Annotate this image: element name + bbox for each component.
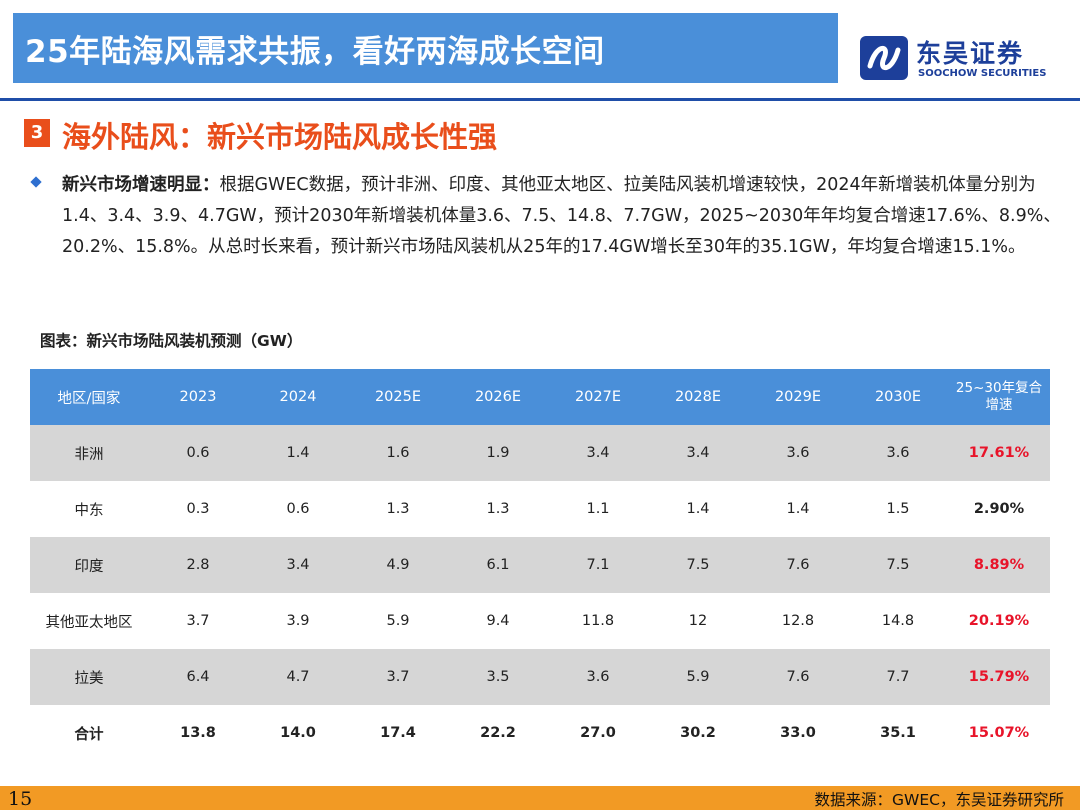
- value-cell: 7.5: [648, 537, 748, 593]
- value-cell: 14.0: [280, 725, 316, 741]
- value-cell: 1.4: [686, 501, 710, 517]
- value-cell: 0.3: [186, 501, 210, 517]
- value-cell: 1.1: [586, 501, 610, 517]
- header-cell: 2028E: [648, 369, 748, 425]
- company-logo: 东吴证券 SOOCHOW SECURITIES: [860, 32, 1060, 84]
- header-divider: [0, 98, 1080, 101]
- region-cell: 非洲: [30, 425, 148, 481]
- region-cell: 拉美: [30, 649, 148, 705]
- value-cell: 17.4: [380, 725, 416, 741]
- value-cell: 11.8: [581, 613, 615, 629]
- value-cell: 7.5: [848, 537, 948, 593]
- value-cell: 1.4: [786, 501, 810, 517]
- header-cell: 2029E: [748, 369, 848, 425]
- data-source: 数据来源：GWEC，东吴证券研究所: [814, 791, 1064, 809]
- section-title: 海外陆风：新兴市场陆风成长性强: [62, 120, 498, 154]
- region-cell: 印度: [30, 537, 148, 593]
- value-cell: 7.6: [748, 649, 848, 705]
- value-cell: 12: [688, 613, 708, 629]
- value-cell: 1.6: [348, 425, 448, 481]
- value-cell: 35.1: [880, 725, 916, 741]
- value-cell: 3.4: [548, 425, 648, 481]
- value-cell: 0.6: [286, 501, 310, 517]
- value-cell: 0.6: [148, 425, 248, 481]
- value-cell: 3.9: [286, 613, 310, 629]
- forecast-table: 地区/国家 2023 2024 2025E 2026E 2027E 2028E …: [30, 369, 1050, 761]
- logo-text-en: SOOCHOW SECURITIES: [918, 68, 1047, 79]
- value-cell: 14.8: [881, 613, 915, 629]
- value-cell: 33.0: [780, 725, 816, 741]
- table-row: 中东 0.3 0.6 1.3 1.3 1.1 1.4 1.4 1.5 2.90%: [30, 481, 1050, 537]
- summary-paragraph: 新兴市场增速明显：根据GWEC数据，预计非洲、印度、其他亚太地区、拉美陆风装机增…: [62, 170, 1062, 263]
- value-cell: 1.9: [448, 425, 548, 481]
- cagr-cell: 17.61%: [948, 425, 1050, 481]
- table-caption: 图表：新兴市场陆风装机预测（GW）: [40, 332, 303, 350]
- table-header-row: 地区/国家 2023 2024 2025E 2026E 2027E 2028E …: [30, 369, 1050, 425]
- value-cell: 1.3: [386, 501, 410, 517]
- value-cell: 1.3: [486, 501, 510, 517]
- value-cell: 7.1: [548, 537, 648, 593]
- value-cell: 4.9: [348, 537, 448, 593]
- cagr-header-line1: 25~30年复合: [955, 380, 1043, 396]
- cagr-cell: 15.07%: [968, 725, 1030, 741]
- value-cell: 27.0: [580, 725, 616, 741]
- cagr-cell: 20.19%: [968, 613, 1030, 629]
- cagr-header-line2: 增速: [985, 397, 1013, 413]
- table-row: 合计 13.8 14.0 17.4 22.2 27.0 30.2 33.0 35.1 15.07%: [30, 705, 1050, 761]
- logo-text-cn: 东吴证券: [916, 39, 1025, 68]
- header-cell: 2030E: [848, 369, 948, 425]
- header-cell: 2024: [248, 369, 348, 425]
- region-cell: 中东: [74, 502, 104, 519]
- paragraph-body: 根据GWEC数据，预计非洲、印度、其他亚太地区、拉美陆风装机增速较快，2024年…: [62, 175, 1061, 257]
- diamond-bullet-icon: [30, 176, 42, 188]
- header-cell: 2027E: [548, 369, 648, 425]
- region-cell: 其他亚太地区: [45, 614, 133, 631]
- page-title: 25年陆海风需求共振，看好两海成长空间: [25, 34, 605, 70]
- value-cell: 1.4: [248, 425, 348, 481]
- cagr-cell: 15.79%: [948, 649, 1050, 705]
- cagr-cell: 8.89%: [948, 537, 1050, 593]
- value-cell: 9.4: [486, 613, 510, 629]
- footer-bar: 15 数据来源：GWEC，东吴证券研究所: [0, 786, 1080, 810]
- value-cell: 4.7: [248, 649, 348, 705]
- value-cell: 3.6: [748, 425, 848, 481]
- value-cell: 30.2: [680, 725, 716, 741]
- header-cell: 地区/国家: [30, 369, 148, 425]
- header-cell: 2025E: [348, 369, 448, 425]
- table-row: 其他亚太地区 3.7 3.9 5.9 9.4 11.8 12 12.8 14.8 20.19%: [30, 593, 1050, 649]
- table-body: 非洲 0.6 1.4 1.6 1.9 3.4 3.4 3.6 3.6 17.61% 中东 0.3 0.6…: [30, 425, 1050, 761]
- value-cell: 3.6: [848, 425, 948, 481]
- page-number: 15: [8, 788, 33, 810]
- value-cell: 5.9: [386, 613, 410, 629]
- value-cell: 6.1: [448, 537, 548, 593]
- soochow-logo-icon: [860, 36, 908, 80]
- value-cell: 2.8: [148, 537, 248, 593]
- value-cell: 1.5: [886, 501, 910, 517]
- table-row: 非洲 0.6 1.4 1.6 1.9 3.4 3.4 3.6 3.6 17.61%: [30, 425, 1050, 481]
- cagr-cell: 2.90%: [973, 501, 1025, 517]
- header-cell-cagr: 25~30年复合 增速: [948, 369, 1050, 425]
- value-cell: 3.5: [448, 649, 548, 705]
- value-cell: 7.6: [748, 537, 848, 593]
- value-cell: 3.7: [348, 649, 448, 705]
- value-cell: 12.8: [781, 613, 815, 629]
- section-number-badge: 3: [24, 119, 50, 147]
- value-cell: 5.9: [648, 649, 748, 705]
- paragraph-lead: 新兴市场增速明显：: [62, 175, 220, 195]
- value-cell: 22.2: [480, 725, 516, 741]
- table-row: 拉美 6.4 4.7 3.7 3.5 3.6 5.9 7.6 7.7 15.79%: [30, 649, 1050, 705]
- header-band: 25年陆海风需求共振，看好两海成长空间: [13, 13, 838, 83]
- header-cell: 2026E: [448, 369, 548, 425]
- value-cell: 3.7: [186, 613, 210, 629]
- table-row: 印度 2.8 3.4 4.9 6.1 7.1 7.5 7.6 7.5 8.89%: [30, 537, 1050, 593]
- value-cell: 3.6: [548, 649, 648, 705]
- header-cell: 2023: [148, 369, 248, 425]
- value-cell: 6.4: [148, 649, 248, 705]
- value-cell: 7.7: [848, 649, 948, 705]
- value-cell: 13.8: [180, 725, 216, 741]
- value-cell: 3.4: [648, 425, 748, 481]
- region-cell: 合计: [74, 726, 104, 743]
- value-cell: 3.4: [248, 537, 348, 593]
